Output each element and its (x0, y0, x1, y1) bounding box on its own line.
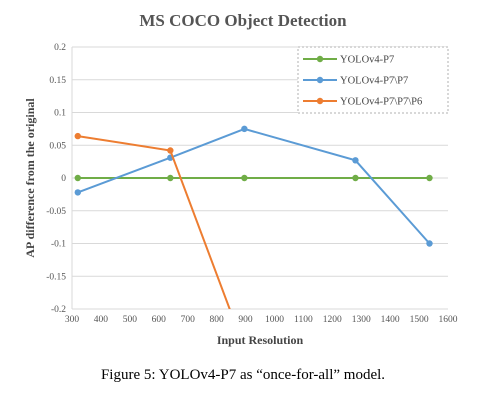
series-layer (74, 125, 433, 309)
data-point-series-2 (352, 157, 359, 164)
y-tick-label: -0.05 (46, 207, 66, 217)
data-point-series-2 (74, 189, 81, 196)
data-point-series-1 (74, 174, 81, 182)
series-line-2 (77, 127, 431, 245)
x-tick-label: 300 (65, 315, 80, 325)
x-tick-label: 500 (123, 315, 138, 325)
data-point-series-1 (167, 174, 174, 182)
y-tick-label: 0.2 (54, 43, 66, 53)
x-tick-label: 400 (94, 315, 109, 325)
legend-label: YOLOv4-P7\P7\P6 (340, 97, 422, 108)
data-point-series-3 (74, 132, 81, 140)
data-point-series-2 (241, 125, 248, 133)
x-tick-label: 1200 (323, 315, 342, 325)
y-tick-label: 0.1 (54, 109, 66, 119)
legend-swatch-marker (316, 55, 324, 63)
x-axis-ticks: 300 400 500 600 700 800 900 1000 1100 1200 1300 140… (65, 315, 458, 325)
x-tick-label: 900 (238, 315, 253, 325)
chart-title: MS COCO Object Detection (139, 11, 347, 30)
x-tick-label: 1600 (439, 315, 458, 325)
x-tick-label: 800 (209, 315, 224, 325)
y-tick-label: 0 (61, 174, 66, 184)
x-tick-label: 1300 (352, 315, 371, 325)
x-axis-title: Input Resolution (217, 333, 304, 347)
data-point-series-1 (241, 174, 248, 182)
x-tick-label: 700 (181, 315, 196, 325)
x-tick-label: 1500 (410, 315, 429, 325)
legend-swatch-marker (316, 97, 324, 105)
x-tick-label: 1400 (381, 315, 400, 325)
legend-label: YOLOv4-P7\P7 (340, 76, 408, 87)
y-tick-label: -0.15 (46, 272, 66, 282)
data-point-series-3 (167, 147, 174, 154)
data-point-series-2 (426, 240, 433, 247)
data-point-series-1 (352, 174, 359, 182)
y-tick-label: -0.2 (51, 305, 66, 315)
data-point-series-1 (426, 174, 433, 182)
x-tick-label: 600 (152, 315, 167, 325)
legend-swatch-marker (316, 76, 324, 84)
x-tick-label: 1000 (265, 315, 284, 325)
line-chart: MS COCO Object Detection 0.20.150.10.050… (23, 11, 458, 347)
y-tick-label: -0.1 (51, 240, 66, 250)
legend-label: YOLOv4-P7 (340, 55, 394, 66)
x-tick-label: 1100 (294, 315, 313, 325)
y-tick-label: 0.05 (49, 141, 66, 151)
y-tick-label: 0.15 (49, 76, 66, 86)
legend: YOLOv4-P7 YOLOv4-P7\P7 YOLOv4-P7\P7\P6 (297, 46, 449, 114)
y-axis-ticks: 0.2 0.15 0.1 0.05 0 -0.05 -0.1 -0.15 -0.2 (46, 43, 66, 315)
y-axis-title: AP difference from the original (23, 98, 37, 258)
figure-caption: Figure 5: YOLOv4-P7 as “once-for-all” mo… (100, 367, 386, 383)
